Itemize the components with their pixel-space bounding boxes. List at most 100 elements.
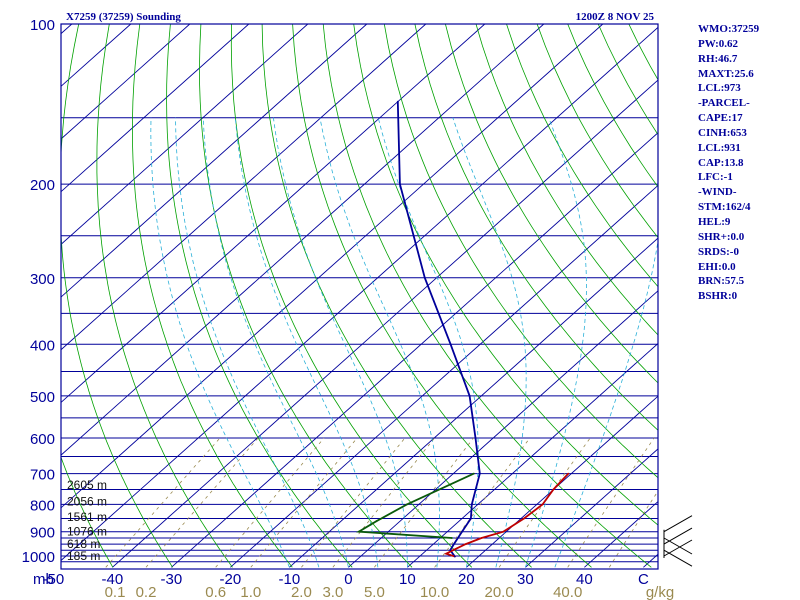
pressure-tick-label: 400 [30, 337, 55, 354]
title-right: 1200Z 8 NOV 25 [576, 11, 655, 23]
mixing-ratio-line [145, 437, 259, 568]
temperature-tick-label: -50 [43, 571, 65, 588]
index-line: HEL:9 [698, 215, 731, 228]
temperature-point [552, 488, 555, 491]
temperature-tick-label: 20 [458, 571, 475, 588]
isotherm-line [0, 24, 13, 567]
dewpoint-point [449, 549, 452, 552]
pressure-tick-label: 100 [30, 17, 55, 34]
isotherm-line [171, 132, 658, 568]
isotherm-line [289, 237, 658, 568]
index-line: CAPE:17 [698, 112, 743, 125]
sounding-indices-panel: WMO:37259 PW:0.62 RH:46.7 MAXT:25.6 LCL:973 -… [698, 22, 798, 304]
moist-adiabat-line [202, 117, 349, 568]
index-line: WMO:37259 [698, 23, 760, 35]
index-line: EHI:0.0 [698, 260, 736, 273]
mixing-ratio-label: 20.0 [484, 584, 513, 600]
parcel-point [357, 530, 360, 533]
isotherm-line [61, 24, 250, 193]
height-label: 1561 m [67, 510, 107, 524]
dewpoint-point [449, 343, 452, 346]
temperature-point [452, 549, 454, 552]
dry-adiabat-line [131, 24, 293, 568]
temperature-tick-label: -20 [220, 571, 242, 588]
dry-adiabat-line [445, 24, 658, 384]
mixing-ratio-label: 10.0 [420, 584, 449, 600]
parcel-point [406, 503, 408, 506]
mixing-ratio-label: 1.0 [240, 584, 261, 600]
temperature-tick-label: -30 [161, 571, 183, 588]
mixing-ratio-label: 40.0 [553, 584, 582, 600]
pressure-tick-label: 800 [30, 497, 55, 514]
index-line: -PARCEL- [698, 97, 750, 110]
wind-barb [663, 539, 693, 557]
index-line: SRDS:-0 [698, 245, 739, 258]
pressure-tick-label: 500 [30, 389, 55, 406]
plot-frame [60, 23, 659, 570]
dry-adiabat-line [506, 24, 658, 288]
height-label: 1076 m [67, 525, 107, 539]
index-line: CINH:653 [698, 126, 747, 139]
wind-barb [663, 527, 693, 545]
temperature-tick-label: 10 [399, 571, 416, 588]
height-label: 2056 m [67, 495, 107, 509]
dry-adiabat-line [475, 24, 658, 336]
dry-adiabat-line [353, 24, 658, 526]
dry-adiabat-line [199, 24, 413, 568]
index-line: LCL:973 [698, 82, 741, 95]
index-line: STM:162/4 [698, 201, 751, 214]
pressure-tick-label: 300 [30, 271, 55, 288]
isotherm-line [61, 24, 486, 404]
parcel-point [375, 520, 378, 523]
moist-adiabat-line [234, 117, 379, 568]
parcel-point [451, 537, 453, 539]
dry-adiabat-line [61, 456, 114, 568]
isotherm-line [61, 24, 309, 245]
temperature-profile-line [443, 472, 569, 558]
pressure-unit-label: mb [33, 571, 54, 588]
mixing-ratio-label: 0.6 [205, 584, 226, 600]
moist-adiabat-line [150, 117, 290, 568]
dry-adiabat-line [166, 24, 353, 568]
isotherm-line [61, 24, 191, 140]
temperature-point [502, 530, 505, 533]
dewpoint-point [468, 395, 471, 397]
parcel-point [473, 472, 475, 475]
moist-adiabat-line [273, 117, 408, 568]
dry-adiabat-line [261, 24, 532, 568]
index-line: -WIND- [698, 186, 737, 199]
mixing-ratio-label: 2.0 [291, 584, 312, 600]
index-line: MAXT:25.6 [698, 67, 754, 80]
temperature-tick-label: 30 [517, 571, 534, 588]
moist-adiabat-line [319, 117, 440, 568]
isotherm-line [61, 24, 427, 351]
dry-adiabat-line [322, 24, 652, 568]
index-line: BRN:57.5 [698, 275, 745, 288]
mixing-ratio-line [250, 437, 358, 568]
index-line: BSHR:0 [698, 290, 738, 303]
pressure-tick-label: 700 [30, 467, 55, 484]
mixing-ratio-label: 3.0 [322, 584, 343, 600]
temperature-point [480, 537, 483, 539]
temperature-point [541, 503, 544, 506]
temperature-tick-label: 40 [576, 571, 593, 588]
temperature-tick-label: -10 [279, 571, 301, 588]
index-line: LCL:931 [698, 141, 741, 154]
isotherm-line [61, 24, 368, 298]
mixing-ratio-label: 0.2 [136, 584, 157, 600]
profiles [355, 100, 570, 558]
mixing-ratio-line [434, 437, 531, 568]
dewpoint-point [453, 543, 455, 545]
dewpoint-point [399, 183, 401, 186]
dry-adiabat-line [230, 24, 473, 568]
grid-lines [0, 24, 658, 568]
dewpoint-point [474, 437, 477, 439]
temperature-tick-label: -40 [102, 571, 124, 588]
isotherm-line [230, 184, 658, 568]
moist-adiabat-line [525, 117, 587, 568]
dewpoint-profile-line [396, 101, 481, 558]
mixing-ratio-line [105, 437, 221, 568]
index-line: PW:0.62 [698, 37, 739, 50]
isotherm-line [466, 395, 658, 568]
temperature-tick-label: 0 [344, 571, 352, 588]
